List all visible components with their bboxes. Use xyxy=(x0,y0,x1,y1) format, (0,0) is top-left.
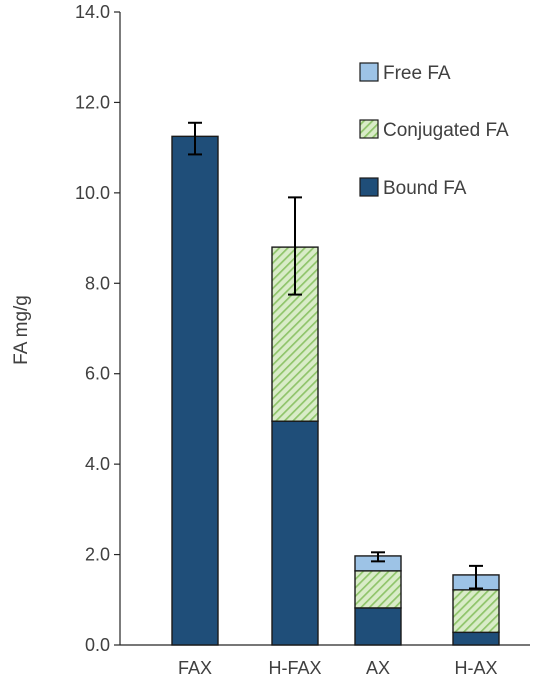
bar-segment-bound-fa xyxy=(171,135,219,646)
x-tick-label: AX xyxy=(366,658,390,678)
x-tick-label: FAX xyxy=(178,658,212,678)
y-tick-label: 8.0 xyxy=(85,273,110,293)
x-tick-label: H-FAX xyxy=(268,658,321,678)
legend-swatch xyxy=(359,62,379,82)
bar-segment-bound-fa xyxy=(452,631,500,646)
y-tick-label: 12.0 xyxy=(75,92,110,112)
y-tick-label: 4.0 xyxy=(85,454,110,474)
legend-swatch xyxy=(359,177,379,197)
y-tick-label: 0.0 xyxy=(85,635,110,655)
bar-segment-conjugated-fa xyxy=(354,570,402,609)
y-tick-label: 10.0 xyxy=(75,183,110,203)
axes: 0.0 2.0 4.0 6.0 8.0 10.0 12.0 14.0 FAX H-FAX AX H-A… xyxy=(75,2,530,678)
error-bars xyxy=(188,121,483,590)
legend-label: Bound FA xyxy=(383,178,467,199)
x-tick-label: H-AX xyxy=(454,658,497,678)
bar-segment-bound-fa xyxy=(271,420,319,646)
y-tick-label: 14.0 xyxy=(75,2,110,22)
bar-segment-bound-fa xyxy=(354,607,402,646)
y-tick-label: 2.0 xyxy=(85,545,110,565)
y-tick-label: 6.0 xyxy=(85,364,110,384)
legend-label: Conjugated FA xyxy=(383,120,509,141)
legend: Free FA Conjugated FA Bound FA xyxy=(359,62,509,199)
bars xyxy=(171,135,500,646)
legend-swatch xyxy=(359,119,379,139)
y-axis-label: FA mg/g xyxy=(11,295,32,365)
bar-segment-conjugated-fa xyxy=(452,589,500,634)
legend-label: Free FA xyxy=(383,63,451,84)
